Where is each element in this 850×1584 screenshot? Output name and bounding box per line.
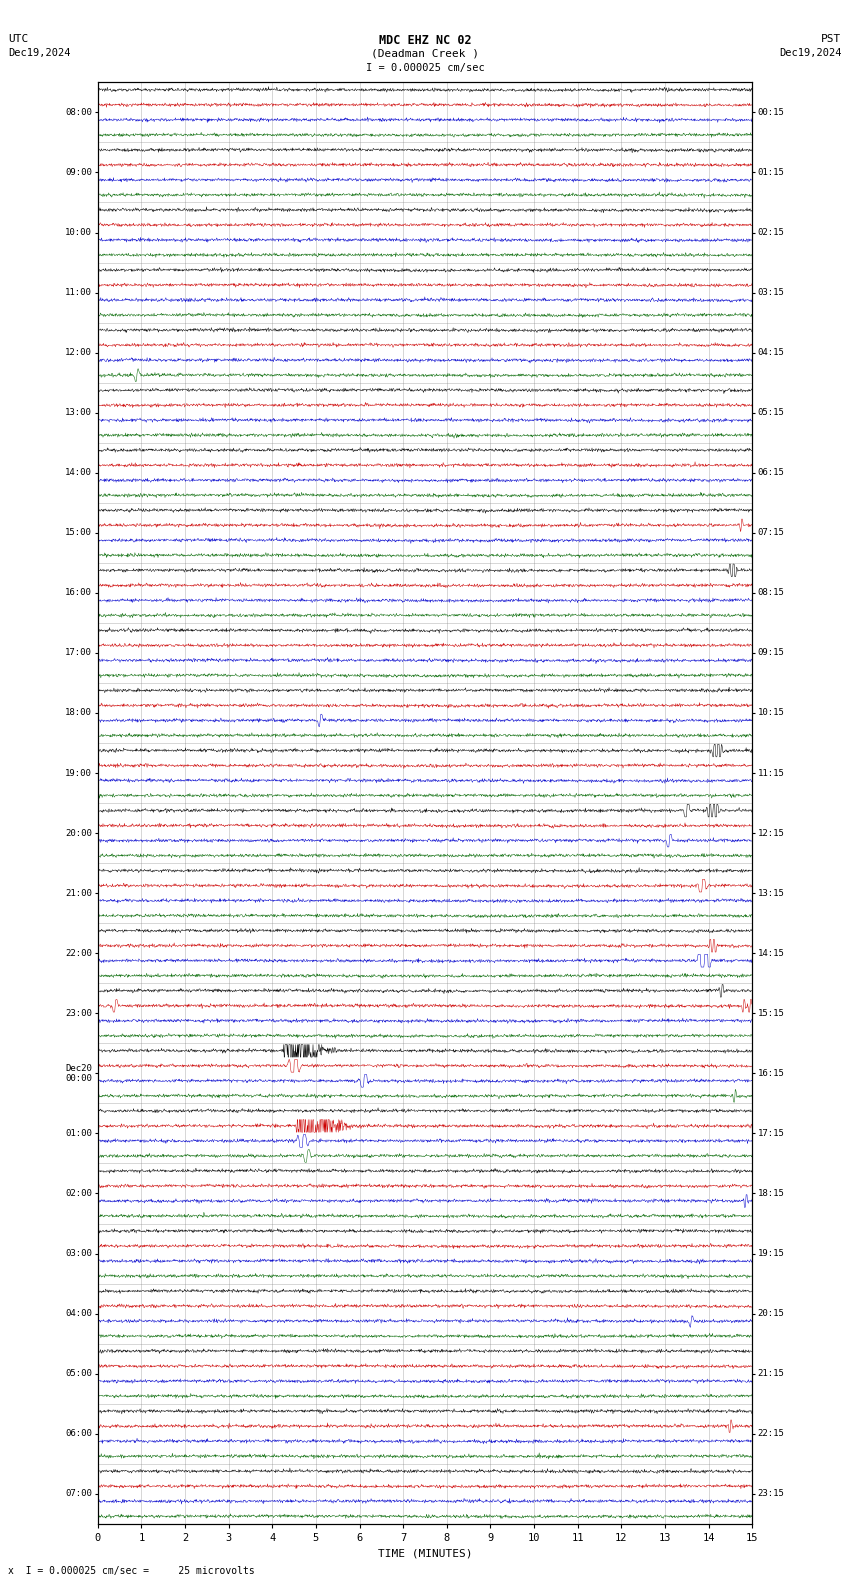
Text: Dec19,2024: Dec19,2024 bbox=[779, 48, 842, 59]
Text: PST: PST bbox=[821, 33, 842, 44]
Text: Dec19,2024: Dec19,2024 bbox=[8, 48, 71, 59]
X-axis label: TIME (MINUTES): TIME (MINUTES) bbox=[377, 1549, 473, 1559]
Text: x  I = 0.000025 cm/sec =     25 microvolts: x I = 0.000025 cm/sec = 25 microvolts bbox=[8, 1567, 255, 1576]
Text: UTC: UTC bbox=[8, 33, 29, 44]
Text: MDC EHZ NC 02: MDC EHZ NC 02 bbox=[379, 33, 471, 48]
Text: (Deadman Creek ): (Deadman Creek ) bbox=[371, 48, 479, 59]
Text: I = 0.000025 cm/sec: I = 0.000025 cm/sec bbox=[366, 62, 484, 73]
